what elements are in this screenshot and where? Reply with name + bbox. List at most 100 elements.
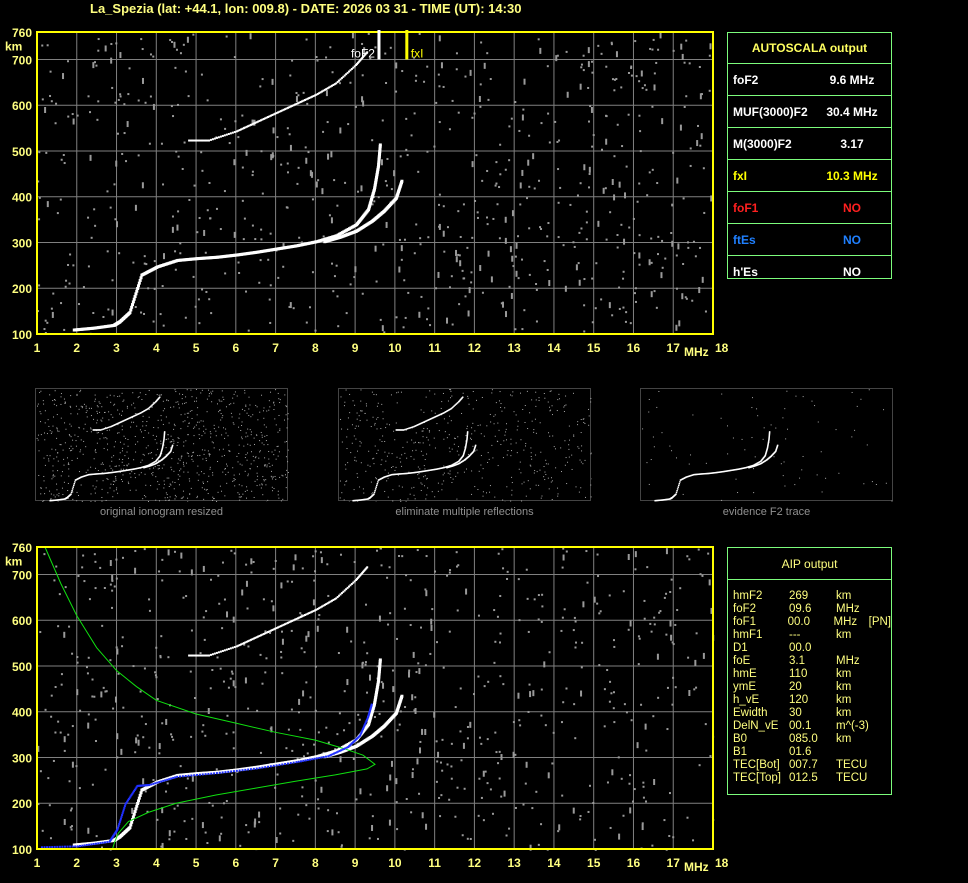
- noise-dot: [161, 558, 164, 561]
- noise-dot: [387, 477, 389, 479]
- noise-dot: [692, 414, 694, 416]
- noise-dot: [192, 275, 195, 278]
- noise-dot: [422, 454, 424, 456]
- noise-dot: [306, 102, 309, 105]
- noise-dot: [523, 481, 525, 483]
- noise-dot: [409, 579, 412, 582]
- noise-dot: [114, 481, 116, 483]
- noise-dot: [96, 410, 98, 412]
- noise-dot: [389, 612, 392, 615]
- noise-dot: [166, 399, 168, 401]
- multiple-reflection-point: [345, 73, 348, 76]
- noise-dot: [689, 164, 692, 167]
- noise-dot: [60, 393, 62, 395]
- noise-dot: [557, 236, 560, 239]
- noise-dot: [196, 472, 198, 474]
- noise-dot: [101, 624, 104, 627]
- noise-dot: [381, 119, 384, 122]
- noise-dot: [390, 188, 393, 191]
- noise-dot: [237, 261, 240, 264]
- noise-dot: [174, 268, 177, 271]
- noise-dot: [352, 758, 355, 761]
- noise-dot: [465, 588, 468, 595]
- noise-dot: [466, 428, 468, 430]
- noise-dot: [269, 284, 272, 287]
- noise-dot: [528, 683, 531, 686]
- trace-point: [72, 486, 74, 488]
- noise-dot: [440, 407, 442, 409]
- noise-dot: [625, 165, 628, 168]
- noise-dot: [242, 493, 244, 495]
- o-trace-point: [375, 686, 379, 690]
- noise-dot: [454, 706, 457, 709]
- noise-dot: [251, 490, 253, 492]
- noise-dot: [64, 422, 66, 424]
- noise-dot: [317, 807, 320, 810]
- o-trace-point: [378, 661, 382, 665]
- trace-point: [373, 493, 375, 495]
- aip-cell: km: [836, 681, 852, 693]
- noise-dot: [392, 500, 394, 502]
- o-trace-point: [376, 681, 380, 685]
- aip-trace-point: [227, 770, 230, 773]
- o-trace-point: [131, 815, 135, 819]
- noise-dot: [148, 416, 150, 418]
- noise-dot: [193, 443, 195, 445]
- noise-dot: [399, 710, 402, 713]
- noise-dot: [663, 596, 666, 599]
- noise-dot: [99, 438, 101, 440]
- aip-cell: 00.0: [789, 642, 812, 654]
- aip-trace-point: [198, 773, 201, 776]
- noise-dot: [581, 641, 584, 644]
- noise-dot: [159, 313, 162, 316]
- noise-dot: [118, 252, 121, 255]
- trace-point: [91, 473, 94, 476]
- trace-point: [453, 463, 455, 465]
- noise-dot: [189, 493, 191, 495]
- trace-point: [98, 429, 100, 431]
- noise-dot: [38, 218, 41, 221]
- noise-dot: [688, 62, 691, 65]
- noise-dot: [442, 392, 444, 394]
- noise-dot: [287, 449, 289, 451]
- noise-dot: [202, 481, 204, 483]
- trace-point: [141, 466, 143, 469]
- noise-dot: [463, 787, 466, 790]
- noise-dot: [196, 414, 198, 416]
- y-tick-label: 400: [12, 191, 32, 205]
- noise-dot: [477, 675, 480, 678]
- noise-dot: [181, 398, 183, 400]
- trace-point: [426, 469, 428, 472]
- noise-dot: [183, 465, 185, 467]
- noise-dot: [385, 460, 387, 462]
- noise-dot: [115, 465, 117, 467]
- noise-dot: [78, 303, 81, 306]
- noise-dot: [280, 630, 283, 633]
- noise-dot: [261, 442, 263, 444]
- trace-point: [725, 470, 728, 472]
- noise-dot: [325, 90, 328, 97]
- noise-dot: [70, 406, 72, 408]
- noise-dot: [343, 405, 345, 407]
- noise-dot: [648, 171, 651, 174]
- noise-dot: [547, 463, 549, 465]
- multiple-reflection-point: [258, 119, 261, 122]
- noise-dot: [424, 729, 427, 736]
- noise-dot: [37, 745, 40, 752]
- noise-dot: [297, 711, 300, 714]
- noise-dot: [285, 476, 287, 478]
- noise-dot: [128, 483, 130, 485]
- noise-dot: [693, 688, 696, 691]
- x-tick-label: 8: [312, 341, 319, 355]
- noise-dot: [64, 442, 66, 444]
- noise-dot: [374, 245, 377, 252]
- noise-dot: [535, 484, 537, 486]
- noise-dot: [277, 445, 279, 447]
- noise-dot: [472, 391, 474, 393]
- noise-dot: [527, 710, 530, 713]
- noise-dot: [653, 616, 656, 619]
- noise-dot: [534, 470, 536, 472]
- noise-dot: [591, 145, 594, 148]
- noise-dot: [94, 394, 96, 396]
- aip-trace-point: [335, 751, 338, 754]
